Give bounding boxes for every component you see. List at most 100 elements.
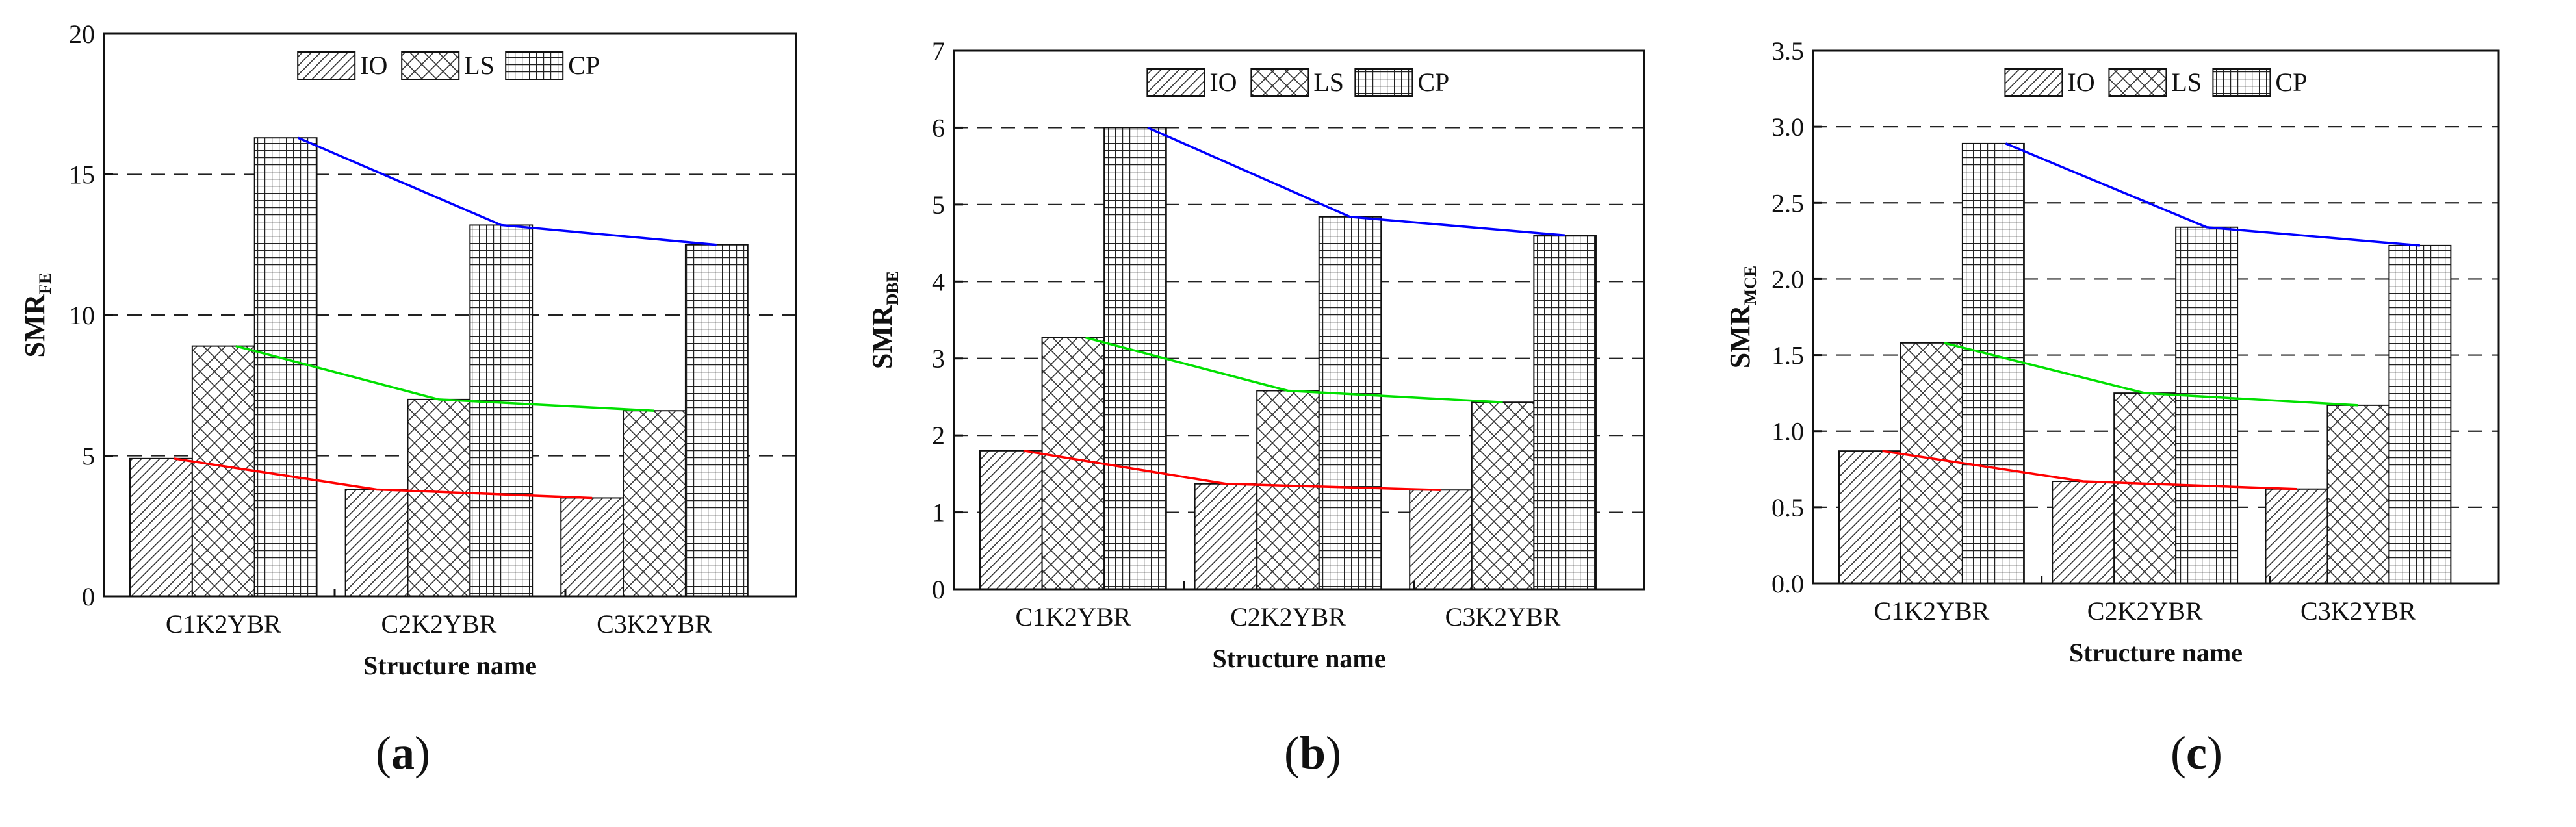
y-tick-label: 4 <box>932 267 945 296</box>
y-tick-label: 15 <box>69 160 95 190</box>
y-tick-label: 6 <box>932 113 945 142</box>
bar-io-c2k2ybr <box>344 489 409 598</box>
y-axis-label: SMRFE <box>19 272 55 357</box>
bar-cp-c2k2ybr <box>1318 216 1382 590</box>
trend-line-io <box>1882 450 2297 490</box>
legend-swatch-cp <box>2212 68 2271 97</box>
y-tick-label: 0.0 <box>1771 569 1804 598</box>
bar-cp-c2k2ybr <box>469 224 534 597</box>
y-tick-label: 20 <box>69 19 95 49</box>
y-tick-label: 1.0 <box>1771 417 1804 446</box>
trend-line-ls <box>1085 337 1503 403</box>
bar-io-c3k2ybr <box>1409 489 1473 591</box>
bar-io-c3k2ybr <box>560 497 625 598</box>
bar-io-c1k2ybr <box>1838 450 1901 585</box>
chart-panel-a: C1K2YBR C2K2YBR C3K2YBR 0 5 10 15 20 SMRFE Struct… <box>0 0 858 827</box>
trend-line-cp <box>2005 142 2421 247</box>
y-tick-label: 0 <box>82 582 95 611</box>
x-tick-label: C1K2YBR <box>1015 602 1131 631</box>
legend-label-io: IO <box>2067 68 2094 97</box>
trend-line-io <box>173 457 593 500</box>
bar-ls-c3k2ybr <box>1471 401 1535 590</box>
y-tick-label: 0.5 <box>1771 493 1804 522</box>
x-tick-label: C2K2YBR <box>2087 596 2203 626</box>
panel-caption-b: (b) <box>1283 727 1341 779</box>
legend-swatch-io <box>2004 68 2063 97</box>
bar-ls-c3k2ybr <box>623 410 686 597</box>
chart-a-svg: C1K2YBR C2K2YBR C3K2YBR 0 5 10 15 20 SMRFE Struct… <box>19 19 797 680</box>
legend-label-ls: LS <box>2171 68 2202 97</box>
y-axis-label: SMRDBE <box>866 271 902 369</box>
trend-line-ls <box>1943 342 2359 407</box>
y-tick-label: 5 <box>932 190 945 220</box>
bar-cp-c3k2ybr <box>1533 235 1597 590</box>
legend-swatch-cp <box>1354 68 1413 97</box>
y-tick-label: 3.5 <box>1771 36 1804 66</box>
bar-cp-c3k2ybr <box>2388 244 2452 584</box>
plot-frame <box>1812 49 2500 585</box>
trend-line-io <box>1023 450 1441 491</box>
bar-io-c3k2ybr <box>2265 488 2328 584</box>
bar-io-c2k2ybr <box>1194 483 1258 591</box>
bar-io-c1k2ybr <box>979 450 1043 590</box>
bar-ls-c2k2ybr <box>2113 392 2177 585</box>
legend-swatch-ls <box>401 51 460 80</box>
bar-ls-c1k2ybr <box>191 345 255 597</box>
bar-cp-c2k2ybr <box>2175 226 2239 584</box>
y-tick-label: 2.5 <box>1771 188 1804 218</box>
legend-swatch-ls <box>1250 68 1309 97</box>
bar-ls-c2k2ybr <box>407 398 471 598</box>
x-tick-label: C3K2YBR <box>597 609 712 639</box>
x-axis-label: Structure name <box>363 651 537 680</box>
y-tick-label: 1 <box>932 498 945 528</box>
bar-ls-c1k2ybr <box>1900 342 1963 584</box>
x-tick-label: C1K2YBR <box>1874 596 1990 626</box>
y-axis-label: SMRMCE <box>1724 266 1760 368</box>
trend-line-cp <box>298 136 717 246</box>
x-tick-label: C3K2YBR <box>2300 596 2416 626</box>
y-tick-label: 3.0 <box>1771 112 1804 142</box>
panel-caption-a: (a) <box>376 727 430 779</box>
legend-label-io: IO <box>360 51 387 80</box>
bar-cp-c1k2ybr <box>1103 127 1167 590</box>
bar-cp-c1k2ybr <box>253 137 318 597</box>
x-tick-label: C1K2YBR <box>166 609 281 639</box>
legend-swatch-ls <box>2108 68 2167 97</box>
chart-panel-b: C1K2YBR C2K2YBR C3K2YBR 0 1 2 3 4 5 6 7 SMRDBE Struc… <box>858 0 1716 827</box>
y-tick-label: 2.0 <box>1771 264 1804 294</box>
x-axis-label: Structure name <box>2069 638 2243 667</box>
legend-label-cp: CP <box>2275 68 2307 97</box>
x-axis-label: Structure name <box>1213 644 1386 673</box>
y-tick-label: 10 <box>69 301 95 330</box>
chart-c-svg: C1K2YBR C2K2YBR C3K2YBR 0.0 0.5 1.0 1.5 2.0 2.5 3… <box>1724 36 2500 667</box>
y-tick-label: 2 <box>932 421 945 450</box>
chart-b-svg: C1K2YBR C2K2YBR C3K2YBR 0 1 2 3 4 5 6 7 SMRDBE Struc… <box>866 36 1645 673</box>
panel-caption-c: (c) <box>2170 727 2222 779</box>
y-tick-label: 3 <box>932 344 945 374</box>
legend-label-ls: LS <box>464 51 495 80</box>
legend-label-cp: CP <box>1417 68 1449 97</box>
bar-ls-c1k2ybr <box>1041 337 1105 590</box>
legend-label-io: IO <box>1209 68 1237 97</box>
legend-swatch-cp <box>505 51 564 80</box>
trend-line-cp <box>1147 126 1565 236</box>
x-tick-label: C2K2YBR <box>1230 602 1346 631</box>
x-tick-label: C2K2YBR <box>381 609 496 639</box>
bar-ls-c3k2ybr <box>2326 404 2390 585</box>
y-tick-label: 1.5 <box>1771 341 1804 370</box>
y-tick-label: 5 <box>82 442 95 471</box>
bar-cp-c3k2ybr <box>684 244 749 597</box>
legend-swatch-io <box>1146 68 1205 97</box>
legend-swatch-io <box>297 51 356 80</box>
bar-ls-c2k2ybr <box>1256 390 1320 590</box>
chart-panel-c: C1K2YBR C2K2YBR C3K2YBR 0.0 0.5 1.0 1.5 2.0 2.5 3… <box>1716 0 2576 827</box>
legend-label-ls: LS <box>1313 68 1344 97</box>
x-tick-label: C3K2YBR <box>1445 602 1561 631</box>
plot-frame <box>953 49 1645 591</box>
trend-line-ls <box>235 344 655 412</box>
y-tick-label: 0 <box>932 575 945 604</box>
legend-label-cp: CP <box>568 51 600 80</box>
y-tick-label: 7 <box>932 36 945 66</box>
bar-cp-c1k2ybr <box>1961 142 2025 584</box>
bar-io-c1k2ybr <box>129 457 193 598</box>
